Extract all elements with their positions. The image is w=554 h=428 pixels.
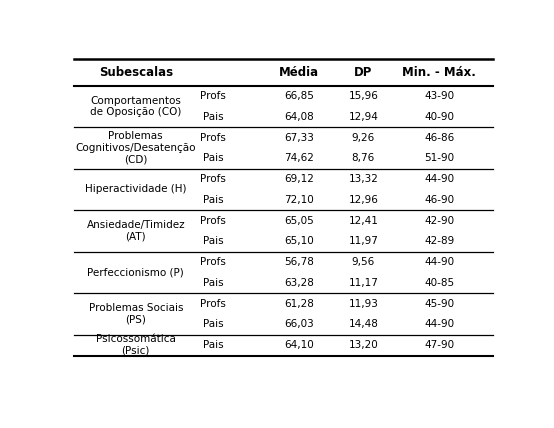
Text: 12,41: 12,41	[348, 216, 378, 226]
Text: Problemas Sociais
(PS): Problemas Sociais (PS)	[89, 303, 183, 325]
Text: 15,96: 15,96	[348, 91, 378, 101]
Text: Profs: Profs	[200, 299, 226, 309]
Text: 12,96: 12,96	[348, 195, 378, 205]
Text: 51-90: 51-90	[424, 153, 454, 163]
Text: Pais: Pais	[203, 112, 223, 122]
Text: 63,28: 63,28	[284, 278, 314, 288]
Text: Pais: Pais	[203, 340, 223, 350]
Text: Profs: Profs	[200, 133, 226, 143]
Text: Pais: Pais	[203, 319, 223, 330]
Text: Profs: Profs	[200, 174, 226, 184]
Text: Pais: Pais	[203, 153, 223, 163]
Text: Profs: Profs	[200, 91, 226, 101]
Text: Profs: Profs	[200, 257, 226, 267]
Text: Hiperactividade (H): Hiperactividade (H)	[85, 184, 187, 194]
Text: 65,05: 65,05	[284, 216, 314, 226]
Text: 9,26: 9,26	[352, 133, 375, 143]
Text: 9,56: 9,56	[352, 257, 375, 267]
Text: 69,12: 69,12	[284, 174, 314, 184]
Text: DP: DP	[354, 65, 372, 79]
Text: Ansiedade/Timidez
(AT): Ansiedade/Timidez (AT)	[86, 220, 185, 242]
Text: 40-85: 40-85	[424, 278, 454, 288]
Text: Subescalas: Subescalas	[99, 65, 173, 79]
Text: 13,32: 13,32	[348, 174, 378, 184]
Text: Pais: Pais	[203, 278, 223, 288]
Text: Min. - Máx.: Min. - Máx.	[402, 65, 476, 79]
Text: 11,17: 11,17	[348, 278, 378, 288]
Text: 11,93: 11,93	[348, 299, 378, 309]
Text: 43-90: 43-90	[424, 91, 454, 101]
Text: 61,28: 61,28	[284, 299, 314, 309]
Text: 65,10: 65,10	[284, 236, 314, 247]
Text: 42-89: 42-89	[424, 236, 454, 247]
Text: 66,85: 66,85	[284, 91, 314, 101]
Text: Profs: Profs	[200, 216, 226, 226]
Text: 44-90: 44-90	[424, 257, 454, 267]
Text: 46-90: 46-90	[424, 195, 454, 205]
Text: Problemas
Cognitivos/Desatenção
(CD): Problemas Cognitivos/Desatenção (CD)	[75, 131, 196, 164]
Text: 74,62: 74,62	[284, 153, 314, 163]
Text: Pais: Pais	[203, 236, 223, 247]
Text: 64,08: 64,08	[284, 112, 314, 122]
Text: 67,33: 67,33	[284, 133, 314, 143]
Text: 64,10: 64,10	[284, 340, 314, 350]
Text: 40-90: 40-90	[424, 112, 454, 122]
Text: Pais: Pais	[203, 195, 223, 205]
Text: 13,20: 13,20	[348, 340, 378, 350]
Text: 46-86: 46-86	[424, 133, 454, 143]
Text: 47-90: 47-90	[424, 340, 454, 350]
Text: 44-90: 44-90	[424, 174, 454, 184]
Text: 66,03: 66,03	[284, 319, 314, 330]
Text: Perfeccionismo (P): Perfeccionismo (P)	[88, 268, 184, 277]
Text: 42-90: 42-90	[424, 216, 454, 226]
Text: Psicossomática
(Psic): Psicossomática (Psic)	[96, 334, 176, 356]
Text: Comportamentos
de Oposição (CO): Comportamentos de Oposição (CO)	[90, 95, 182, 117]
Text: 11,97: 11,97	[348, 236, 378, 247]
Text: 8,76: 8,76	[352, 153, 375, 163]
Text: 44-90: 44-90	[424, 319, 454, 330]
Text: 14,48: 14,48	[348, 319, 378, 330]
Text: Média: Média	[279, 65, 319, 79]
Text: 72,10: 72,10	[284, 195, 314, 205]
Text: 12,94: 12,94	[348, 112, 378, 122]
Text: 45-90: 45-90	[424, 299, 454, 309]
Text: 56,78: 56,78	[284, 257, 314, 267]
